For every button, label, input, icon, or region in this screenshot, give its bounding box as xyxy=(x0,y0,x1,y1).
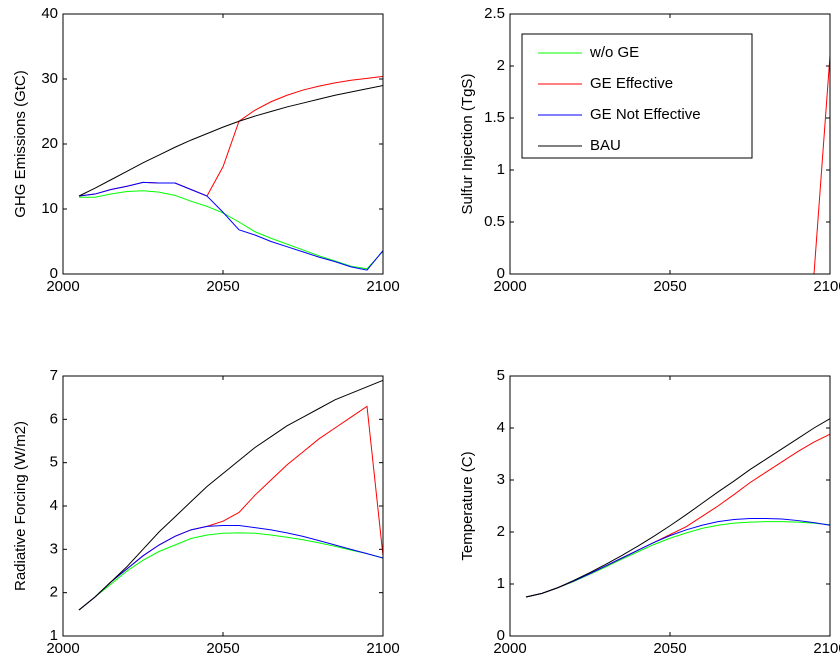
axes-frame xyxy=(509,13,831,275)
axes-background xyxy=(63,14,383,274)
y-tick-label: 4 xyxy=(50,497,58,514)
y-tick-label: 1 xyxy=(497,161,505,178)
y-tick-label: 6 xyxy=(50,410,58,427)
series-line xyxy=(525,418,830,598)
y-axis-label: Sulfur Injection (TgS) xyxy=(459,74,476,215)
series-line xyxy=(78,379,383,611)
y-tick-label: 2 xyxy=(50,584,58,601)
y-tick-label: 0 xyxy=(50,265,58,282)
axes-background xyxy=(63,376,383,636)
y-axis-label: GHG Emissions (GtC) xyxy=(12,70,29,218)
series-line xyxy=(79,190,383,270)
axes-frame xyxy=(62,13,384,275)
x-tick-label: 2000 xyxy=(46,640,79,657)
series-line xyxy=(78,525,383,611)
series-line xyxy=(525,517,830,598)
x-tick-label: 2050 xyxy=(206,640,239,657)
axes-background xyxy=(510,376,830,636)
x-tick-label: 2050 xyxy=(653,640,686,657)
legend-box xyxy=(521,33,753,159)
legend-label: GE Not Effective xyxy=(590,106,701,123)
y-tick-label: 1.5 xyxy=(484,109,505,126)
y-tick-label: 0 xyxy=(497,627,505,644)
series-line xyxy=(78,532,383,611)
y-tick-label: 1 xyxy=(50,627,58,644)
x-tick-label: 2100 xyxy=(813,278,840,295)
y-axis-label: Temperature (C) xyxy=(459,451,476,560)
y-tick-label: 4 xyxy=(497,419,505,436)
series-line xyxy=(78,181,383,271)
x-tick-label: 2050 xyxy=(206,278,239,295)
x-tick-label: 2100 xyxy=(366,640,399,657)
x-tick-label: 2100 xyxy=(366,278,399,295)
series-line xyxy=(78,85,383,197)
axes-frame xyxy=(62,375,384,637)
y-tick-label: 1 xyxy=(497,575,505,592)
x-tick-label: 2000 xyxy=(46,278,79,295)
y-tick-label: 20 xyxy=(41,135,58,152)
x-tick-label: 2050 xyxy=(653,278,686,295)
y-tick-label: 0.5 xyxy=(484,213,505,230)
y-tick-label: 30 xyxy=(41,70,58,87)
y-tick-label: 5 xyxy=(50,454,58,471)
y-tick-label: 5 xyxy=(497,367,505,384)
legend-label: w/o GE xyxy=(589,44,639,61)
x-tick-label: 2000 xyxy=(493,640,526,657)
y-axis-label: Radiative Forcing (W/m2) xyxy=(12,421,29,591)
y-tick-label: 7 xyxy=(50,367,58,384)
legend-label: BAU xyxy=(590,137,621,154)
y-tick-label: 10 xyxy=(41,200,58,217)
legend-label: GE Effective xyxy=(590,75,673,92)
y-tick-label: 3 xyxy=(50,540,58,557)
y-tick-label: 2.5 xyxy=(484,5,505,22)
y-tick-label: 0 xyxy=(497,265,505,282)
x-tick-label: 2000 xyxy=(493,278,526,295)
y-tick-label: 40 xyxy=(41,5,58,22)
y-tick-label: 2 xyxy=(497,523,505,540)
x-tick-label: 2100 xyxy=(813,640,840,657)
y-tick-label: 2 xyxy=(497,57,505,74)
y-tick-label: 3 xyxy=(497,471,505,488)
axes-frame xyxy=(509,375,831,637)
